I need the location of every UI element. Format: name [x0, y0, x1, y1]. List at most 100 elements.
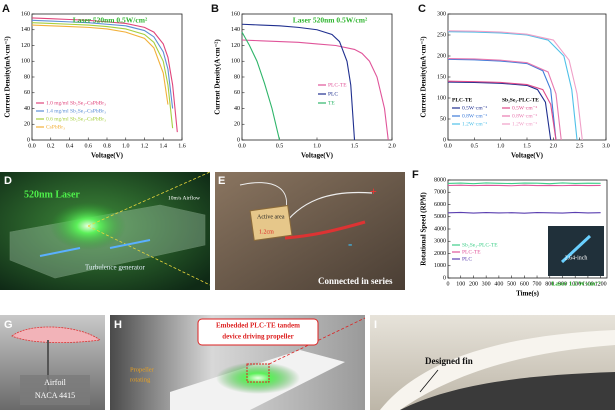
- x-axis-label: Voltage(V): [511, 152, 544, 160]
- legend-group: Sb₂Se₃-PLC-TE: [502, 97, 539, 103]
- inset-propeller: [560, 234, 592, 264]
- photo-text: rotating: [130, 376, 151, 383]
- photo-text: +: [370, 184, 377, 198]
- y-tick-label: 120: [21, 43, 30, 49]
- x-tick-label: 1000: [569, 281, 581, 287]
- y-tick-label: 200: [437, 53, 446, 59]
- photo-text: Designed fin: [425, 356, 473, 366]
- series-line: [447, 58, 557, 141]
- photo-text: 520nm Laser: [24, 189, 80, 200]
- series-line: [241, 31, 281, 141]
- y-tick-label: 140: [231, 27, 240, 33]
- x-tick-label: 0.0: [28, 143, 36, 149]
- y-tick-label: 160: [231, 11, 240, 17]
- photo-text: Connected in series: [318, 276, 393, 286]
- photo-text: -: [348, 236, 352, 251]
- legend-label: PLC-TE: [328, 82, 347, 88]
- annotation: Laser 1.2 W·cm⁻²: [551, 280, 600, 287]
- x-tick-label: 0.4: [66, 143, 74, 149]
- x-tick-label: 700: [533, 281, 542, 287]
- y-tick-label: 0: [443, 275, 446, 281]
- x-axis-label: Voltage(V): [91, 152, 124, 160]
- y-tick-label: 150: [437, 74, 446, 80]
- y-tick-label: 100: [437, 95, 446, 101]
- y-tick-label: 5000: [434, 214, 446, 220]
- panel-label: F: [412, 169, 419, 181]
- series-line: [31, 17, 178, 133]
- x-tick-label: 0.5: [471, 143, 479, 149]
- photo-text: Propeller: [130, 366, 155, 373]
- x-tick-label: 2.0: [388, 143, 396, 149]
- panel-label: E: [218, 175, 225, 187]
- y-tick-label: 40: [24, 106, 30, 112]
- x-tick-label: 100: [456, 281, 465, 287]
- series-line: [447, 211, 601, 214]
- legend-label: PLC: [328, 91, 338, 97]
- y-tick-label: 300: [437, 11, 446, 17]
- photo-text: NACA 4415: [35, 391, 75, 400]
- x-tick-label: 0.5: [276, 143, 284, 149]
- x-tick-label: 800: [545, 281, 554, 287]
- y-tick-label: 4000: [434, 226, 446, 232]
- panel-label: D: [4, 175, 12, 187]
- x-tick-label: 1.4: [160, 143, 168, 149]
- y-tick-label: 100: [21, 59, 30, 65]
- x-tick-label: 400: [494, 281, 503, 287]
- x-axis-label: Voltage(V): [301, 152, 334, 160]
- x-tick-label: 1100: [582, 281, 594, 287]
- x-tick-label: 2.5: [576, 143, 584, 149]
- photo-text: Active area: [257, 214, 285, 220]
- photo-text: 10m/s Airflow: [168, 194, 200, 201]
- series-line: [447, 81, 552, 141]
- y-tick-label: 0: [443, 137, 446, 143]
- panel-label: C: [418, 3, 426, 15]
- y-tick-label: 0: [27, 137, 30, 143]
- photo-text: Turbulence generator: [85, 264, 145, 272]
- y-axis-label: Current Density(mA·cm⁻²): [420, 36, 428, 118]
- series-line: [447, 30, 583, 141]
- y-tick-label: 60: [234, 90, 240, 96]
- plot-frame: [241, 13, 393, 141]
- panel-label: A: [2, 3, 10, 15]
- series-line: [447, 182, 601, 185]
- x-tick-label: 1.0: [313, 143, 321, 149]
- x-tick-label: 1.0: [122, 143, 130, 149]
- y-tick-label: 100: [231, 59, 240, 65]
- x-tick-label: 1200: [595, 281, 607, 287]
- x-tick-label: 0.8: [103, 143, 111, 149]
- series-line: [447, 80, 557, 141]
- y-tick-label: 2000: [434, 251, 446, 257]
- x-tick-label: 2.0: [550, 143, 558, 149]
- x-tick-label: 1.0: [497, 143, 505, 149]
- y-axis-label: Rotational Speed (RPM): [420, 192, 428, 266]
- y-tick-label: 1000: [434, 263, 446, 269]
- series-line: [31, 22, 174, 129]
- y-tick-label: 120: [231, 43, 240, 49]
- y-tick-label: 3000: [434, 239, 446, 245]
- y-tick-label: 40: [234, 106, 240, 112]
- x-tick-label: 300: [482, 281, 491, 287]
- series-line: [241, 39, 389, 141]
- y-tick-label: 140: [21, 27, 30, 33]
- annotation: 2.64-inch: [565, 255, 588, 261]
- x-tick-label: 1.5: [523, 143, 531, 149]
- photo-g: G Airfoil NACA 4415: [0, 315, 105, 410]
- y-axis-label: Current Density(A·cm⁻²): [214, 39, 222, 115]
- photo-text: Airfoil: [44, 378, 67, 387]
- x-tick-label: 1.2: [141, 143, 149, 149]
- series-line: [447, 31, 578, 141]
- y-tick-label: 50: [440, 116, 446, 122]
- x-tick-label: 1.6: [178, 143, 186, 149]
- series-line: [241, 23, 356, 141]
- y-axis-label: Current Density(mA·cm⁻²): [4, 36, 12, 118]
- legend-label: Sb₂Se₃-PLC-TE: [462, 242, 498, 248]
- series-line: [447, 184, 601, 187]
- legend-label: PLC: [462, 256, 472, 262]
- photo-text: device driving propeller: [222, 333, 293, 341]
- series-line: [447, 57, 562, 141]
- legend-label: 1.2W·cm⁻²: [512, 121, 538, 127]
- legend-label: 0.8W·cm⁻²: [512, 113, 538, 119]
- series-line: [31, 19, 174, 109]
- x-tick-label: 0.0: [238, 143, 246, 149]
